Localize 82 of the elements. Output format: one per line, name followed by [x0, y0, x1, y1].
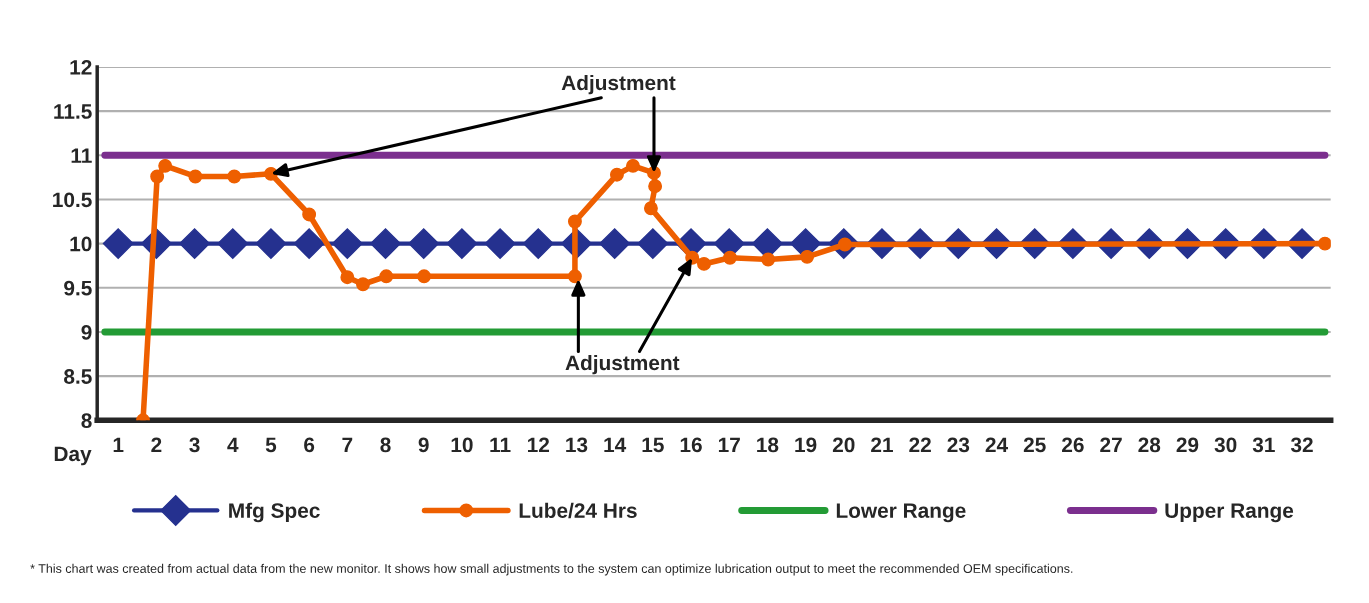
annotation: Adjustment: [565, 354, 680, 375]
point: [626, 158, 640, 173]
x-tick-label: 30: [1214, 437, 1237, 453]
x-tick-label: 18: [757, 437, 779, 453]
x-tick-label: 24: [985, 437, 1008, 453]
legend-label: Lower Range: [836, 503, 966, 523]
x-tick-label: 31: [1252, 437, 1275, 453]
point: [697, 256, 711, 271]
point: [227, 169, 242, 184]
x-tick-label: 2: [151, 437, 162, 453]
x-tick-label: 1: [113, 437, 124, 453]
point: [417, 269, 432, 284]
x-tick-label: 16: [680, 437, 702, 453]
point: [356, 277, 370, 292]
point: [609, 167, 624, 182]
x-tick-label: 3: [189, 437, 200, 453]
x-tick-label: 20: [832, 437, 855, 453]
x-tick-label: 5: [265, 437, 277, 453]
point: [179, 228, 211, 260]
x-tick-label: 12: [528, 437, 550, 453]
x-tick-label: 23: [947, 437, 970, 453]
point: [484, 228, 516, 260]
y-tick-label: 12: [70, 59, 92, 75]
y-tick-label: 9.5: [64, 280, 92, 296]
point: [302, 207, 317, 222]
x-tick-label: 4: [227, 437, 239, 453]
point: [331, 228, 363, 260]
y-tick-label: 10: [70, 236, 92, 252]
x-tick-label: 21: [871, 437, 893, 453]
x-tick-label: 10: [451, 437, 473, 453]
point: [340, 270, 355, 285]
x-tick-label: 6: [304, 437, 315, 453]
x-tick-label: 32: [1290, 437, 1313, 453]
text: * This chart was created from actual data from the new monitor. It shows how small adjustments to the system can optimize lubrication output to meet the recommended OEM specifications.: [30, 563, 1073, 576]
point: [379, 269, 394, 284]
x-tick-label: 27: [1100, 437, 1122, 453]
point: [217, 228, 249, 260]
x-tick-label: 29: [1176, 437, 1199, 453]
y-tick-label: 8: [81, 413, 92, 429]
x-tick-label: 17: [718, 437, 740, 453]
legend-label: Lube/24 Hrs: [519, 502, 637, 519]
point: [150, 169, 165, 184]
point: [293, 228, 325, 260]
point: [158, 158, 173, 173]
point: [1317, 236, 1331, 251]
point: [567, 214, 582, 229]
point: [723, 250, 737, 265]
point: [567, 269, 582, 284]
point: [188, 169, 203, 184]
legend-label: Upper Range: [1165, 503, 1294, 523]
point: [599, 228, 631, 260]
point: [102, 228, 134, 260]
x-tick-label: 8: [380, 437, 391, 453]
annotation: Adjustment: [561, 74, 676, 95]
point: [643, 201, 658, 216]
point: [761, 252, 776, 267]
x-axis-title: Day: [54, 446, 92, 466]
y-tick-label: 11.5: [54, 104, 92, 119]
x-tick-label: 28: [1138, 437, 1161, 453]
x-tick-label: 25: [1023, 437, 1046, 453]
point: [522, 228, 554, 260]
x-tick-label: 22: [909, 437, 931, 453]
x-tick-label: 9: [418, 437, 429, 453]
y-tick-label: 9: [81, 324, 92, 340]
point: [648, 179, 663, 194]
point: [800, 249, 815, 264]
x-tick-label: 13: [566, 437, 588, 453]
point: [255, 228, 287, 260]
legend-label: Mfg Spec: [229, 502, 320, 523]
x-tick-label: 11: [490, 437, 511, 453]
x-tick-label: 14: [604, 437, 627, 453]
point: [408, 228, 440, 260]
x-tick-label: 19: [795, 437, 817, 453]
y-tick-label: 10.5: [53, 192, 92, 208]
x-tick-label: 26: [1062, 437, 1084, 453]
x-tick-label: 7: [342, 437, 353, 453]
y-tick-label: 8.5: [64, 369, 92, 384]
y-tick-label: 11: [71, 148, 92, 163]
point: [370, 228, 401, 260]
point: [446, 228, 478, 260]
x-tick-label: 15: [642, 437, 664, 453]
point: [637, 228, 669, 260]
